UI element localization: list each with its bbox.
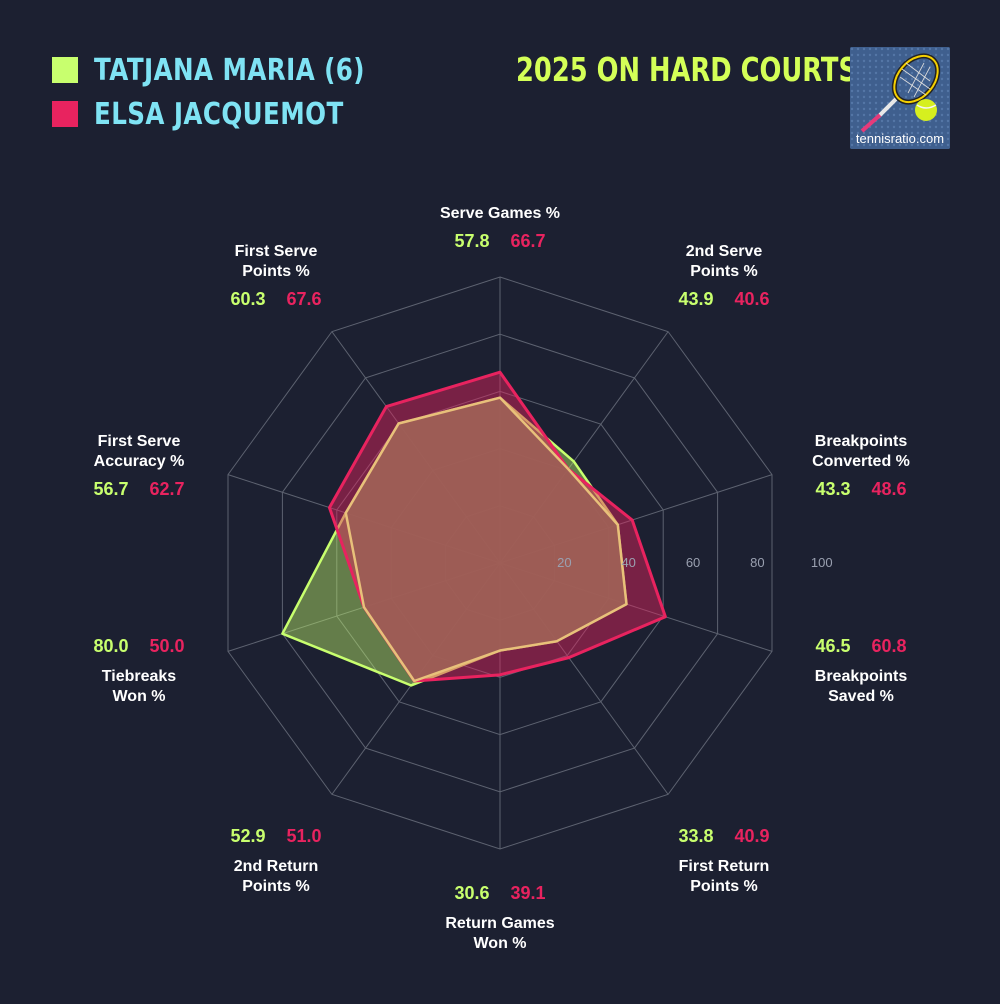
legend-item-player1: TATJANA MARIA (6) bbox=[52, 48, 424, 92]
axis-label: Serve Games % bbox=[440, 205, 560, 222]
data-label-player2: 50.0 bbox=[149, 636, 184, 656]
tennis-racket-icon bbox=[850, 47, 950, 149]
data-label-player2: 67.6 bbox=[286, 289, 321, 309]
tick-label-20: 20 bbox=[557, 555, 571, 570]
axis-label: First Serve bbox=[98, 433, 181, 450]
axis-label: Saved % bbox=[828, 688, 894, 705]
data-label-player2: 66.7 bbox=[510, 231, 545, 251]
axis-label: Converted % bbox=[812, 453, 910, 470]
axis-label: 2nd Serve bbox=[686, 243, 763, 260]
data-label-player1: 52.9 bbox=[230, 826, 265, 846]
axis-label: Breakpoints bbox=[815, 433, 908, 450]
series-overlap-area bbox=[344, 396, 628, 683]
tennisratio-logo[interactable]: tennisratio.com bbox=[850, 47, 950, 149]
legend-swatch-player2 bbox=[52, 101, 78, 127]
axis-label: Tiebreaks bbox=[102, 668, 177, 685]
tick-label-80: 80 bbox=[750, 555, 764, 570]
axis-label: Return Games bbox=[445, 915, 554, 932]
tick-label-40: 40 bbox=[621, 555, 635, 570]
data-label-player2: 40.6 bbox=[734, 289, 769, 309]
axis-label: Points % bbox=[242, 878, 310, 895]
chart-title: 2025 ON HARD COURTS bbox=[516, 50, 858, 89]
data-label-player1: 56.7 bbox=[93, 479, 128, 499]
data-label-player2: 51.0 bbox=[286, 826, 321, 846]
data-label-player2: 48.6 bbox=[871, 479, 906, 499]
data-label-player1: 33.8 bbox=[678, 826, 713, 846]
legend-swatch-player1 bbox=[52, 57, 78, 83]
data-label-player2: 60.8 bbox=[871, 636, 906, 656]
axis-label: Won % bbox=[473, 935, 526, 952]
tick-label-60: 60 bbox=[686, 555, 700, 570]
data-label-player1: 30.6 bbox=[454, 883, 489, 903]
axis-label: Breakpoints bbox=[815, 668, 908, 685]
data-label-player1: 43.3 bbox=[815, 479, 850, 499]
legend-item-player2: ELSA JACQUEMOT bbox=[52, 92, 424, 136]
axis-label: Points % bbox=[690, 263, 758, 280]
data-label-player2: 40.9 bbox=[734, 826, 769, 846]
data-label-player2: 39.1 bbox=[510, 883, 545, 903]
data-label-player1: 80.0 bbox=[93, 636, 128, 656]
logo-text: tennisratio.com bbox=[855, 131, 945, 146]
data-label-player1: 46.5 bbox=[815, 636, 850, 656]
axis-label: Won % bbox=[112, 688, 165, 705]
legend: TATJANA MARIA (6) ELSA JACQUEMOT bbox=[52, 48, 424, 136]
axis-label: 2nd Return bbox=[234, 858, 318, 875]
legend-label-player2: ELSA JACQUEMOT bbox=[94, 96, 344, 132]
axis-label: First Return bbox=[679, 858, 770, 875]
axis-label: Accuracy % bbox=[94, 453, 185, 470]
data-label-player1: 60.3 bbox=[230, 289, 265, 309]
legend-label-player1: TATJANA MARIA (6) bbox=[94, 52, 365, 88]
data-label-player1: 43.9 bbox=[678, 289, 713, 309]
data-label-player1: 57.8 bbox=[454, 231, 489, 251]
tick-label-100: 100 bbox=[811, 555, 833, 570]
axis-label: Points % bbox=[690, 878, 758, 895]
axis-label: Points % bbox=[242, 263, 310, 280]
data-label-player2: 62.7 bbox=[149, 479, 184, 499]
axis-label: First Serve bbox=[235, 243, 318, 260]
